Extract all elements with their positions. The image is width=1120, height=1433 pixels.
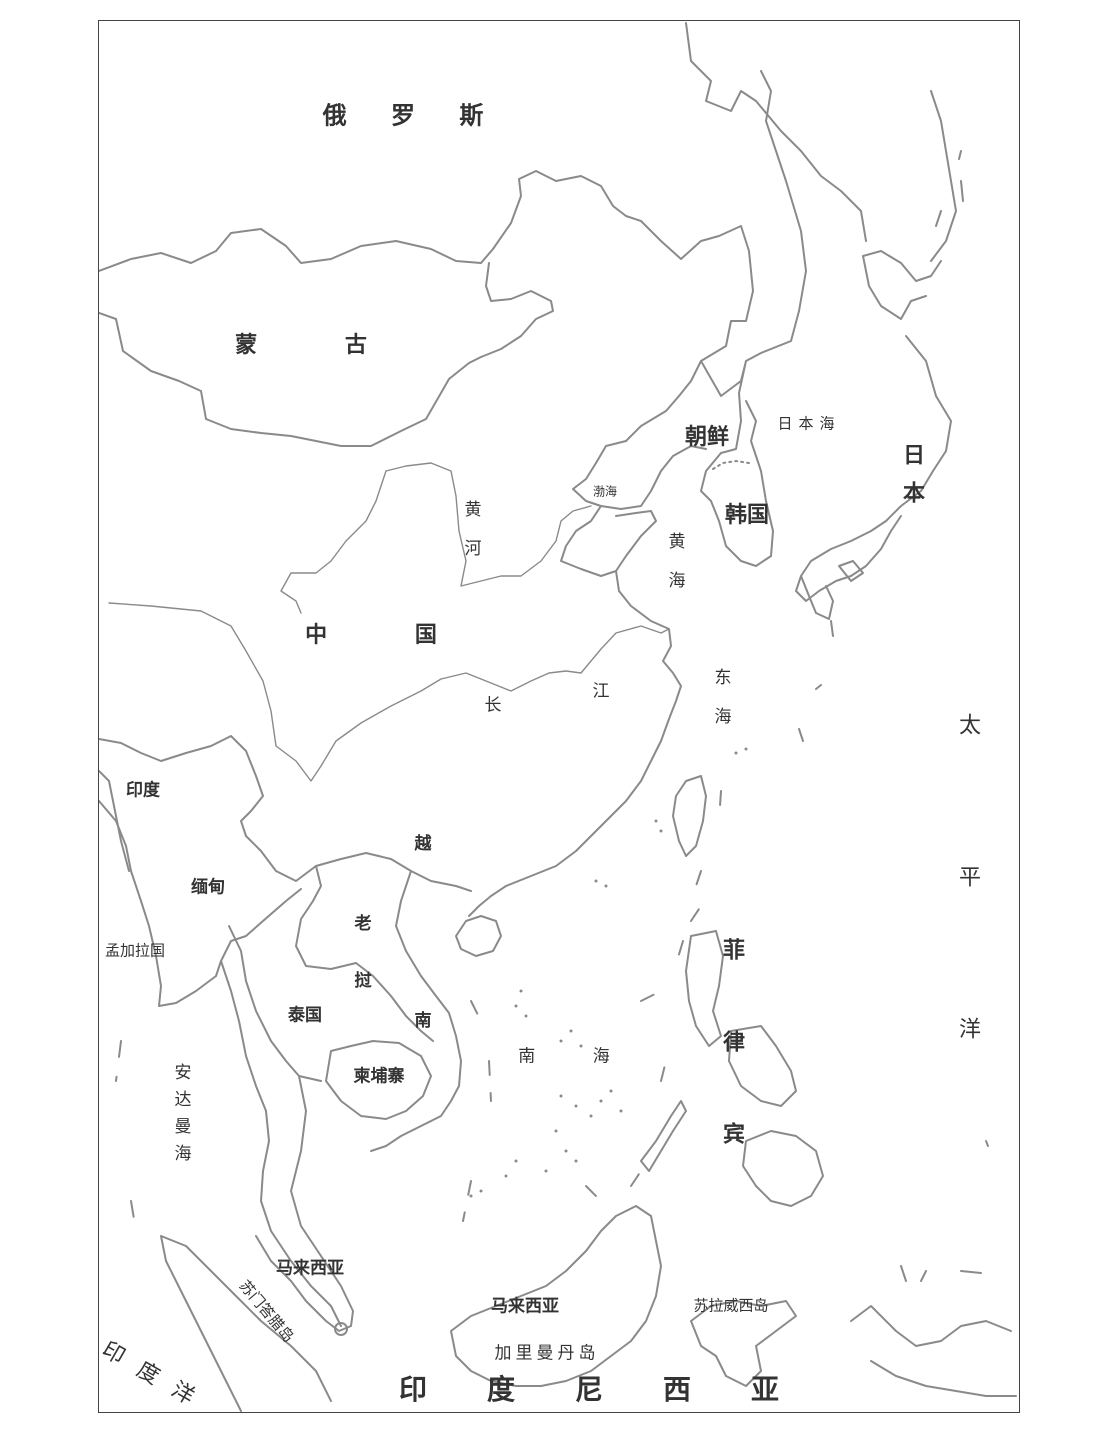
nine-dash-line xyxy=(462,905,702,1222)
label-yellow-sea: 黄海 xyxy=(664,532,685,610)
sakhalin xyxy=(930,90,957,262)
label-east-china-sea: 东海 xyxy=(710,668,731,746)
label-borneo: 加里曼丹岛 xyxy=(494,1343,600,1364)
andaman-dashes xyxy=(115,1040,137,1232)
singapore-marker xyxy=(334,1322,348,1336)
laos-border xyxy=(295,865,434,1042)
label-india: 印度 xyxy=(126,780,160,801)
label-vietnam: 越南 xyxy=(410,834,431,1188)
label-sea-of-japan: 日本海 xyxy=(777,414,841,433)
label-malaysia-east: 马来西亚 xyxy=(491,1296,559,1317)
label-china: 中 国 xyxy=(305,623,477,648)
indonesia-east-coast xyxy=(850,1305,1017,1397)
bohai-coast xyxy=(572,440,707,510)
sumatra xyxy=(160,1235,332,1412)
label-south-china-sea: 南 海 xyxy=(518,1046,636,1067)
korea-outline xyxy=(700,70,807,567)
label-south-korea: 韩国 xyxy=(724,503,770,528)
philippines-mindanao xyxy=(742,1130,824,1207)
east-coast xyxy=(468,505,682,917)
label-mongolia: 蒙 古 xyxy=(235,333,407,358)
philippines-luzon xyxy=(685,930,724,1047)
label-bohai: 渤海 xyxy=(592,484,618,499)
label-indonesia: 印度尼西亚 xyxy=(398,1373,840,1406)
label-yangtze-chang: 长 xyxy=(484,695,502,716)
japan-hokkaido xyxy=(862,250,942,320)
label-malaysia-west: 马来西亚 xyxy=(276,1258,344,1279)
russia-coast xyxy=(685,22,867,242)
korea-dmz xyxy=(712,460,750,470)
japan-kyushu xyxy=(800,575,834,620)
label-laos: 老挝 xyxy=(350,914,371,1028)
borneo xyxy=(450,1205,662,1387)
mongolia-border xyxy=(99,262,554,447)
pacific-islands xyxy=(798,150,989,1282)
taiwan xyxy=(672,775,707,857)
india-border xyxy=(99,770,130,872)
yangtze-river xyxy=(108,602,670,782)
label-thailand: 泰国 xyxy=(288,1005,322,1026)
label-philippines: 菲律宾 xyxy=(719,938,744,1214)
label-myanmar: 缅甸 xyxy=(191,877,225,898)
label-cambodia: 柬埔寨 xyxy=(353,1066,405,1087)
sulawesi xyxy=(690,1300,797,1387)
east-dashed xyxy=(676,790,722,962)
label-north-korea: 朝鲜 xyxy=(684,425,730,450)
label-bangladesh: 孟加拉国 xyxy=(104,941,166,960)
philippines-visayas xyxy=(728,1025,797,1107)
label-yangtze-jiang: 江 xyxy=(592,681,610,702)
china-west-border xyxy=(99,735,472,892)
thailand-border xyxy=(228,925,342,1327)
map-frame: 俄 罗 斯 蒙 古 中 国 朝鲜 韩国 日本 印度 缅甸 孟加拉国 老挝 越南 … xyxy=(98,20,1020,1413)
cambodia-border xyxy=(325,1040,432,1120)
label-andaman-sea: 安达曼海 xyxy=(170,1063,191,1171)
vietnam-coast xyxy=(370,870,462,1152)
palawan xyxy=(640,1100,687,1172)
japan-shikoku xyxy=(838,560,864,582)
label-yellow-river: 黄河 xyxy=(460,500,481,578)
label-sulawesi: 苏拉威西岛 xyxy=(693,1296,769,1315)
myanmar-border xyxy=(99,800,302,1112)
yellow-river xyxy=(280,462,592,614)
hainan xyxy=(455,915,502,957)
label-pacific-ocean: 太平洋 xyxy=(955,713,980,1169)
malay-peninsula xyxy=(255,1075,354,1332)
china-russia-border xyxy=(99,170,754,442)
japan-honshu xyxy=(795,335,952,602)
label-russia: 俄 罗 斯 xyxy=(322,101,502,130)
map-linework xyxy=(99,22,1017,1412)
label-japan: 日本 xyxy=(899,443,924,519)
scattered-islands xyxy=(469,747,748,1198)
